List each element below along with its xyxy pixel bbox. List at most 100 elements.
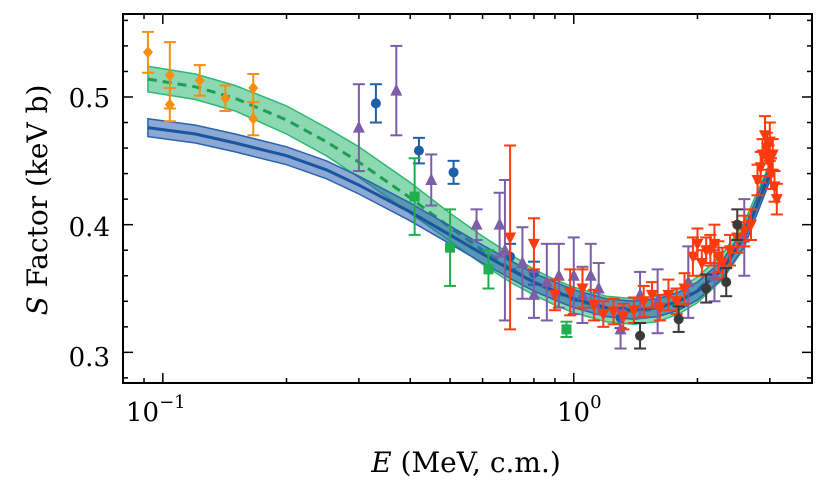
marker	[597, 309, 610, 322]
marker	[516, 255, 529, 268]
point-2-2	[425, 153, 438, 207]
point-4-8	[617, 302, 630, 331]
marker	[738, 226, 751, 239]
marker	[504, 232, 517, 245]
marker	[470, 217, 483, 230]
marker	[445, 242, 456, 253]
marker	[448, 167, 459, 178]
marker	[673, 314, 684, 325]
point-4-14	[670, 287, 683, 316]
point-3-2	[482, 249, 495, 290]
marker	[723, 245, 736, 258]
point-2-7	[527, 270, 540, 319]
point-4-10	[637, 284, 650, 318]
point-4-24	[723, 233, 736, 267]
point-4-26	[738, 214, 751, 248]
marker	[552, 268, 565, 281]
marker	[576, 283, 589, 296]
marker	[770, 194, 783, 207]
point-4-12	[653, 293, 666, 322]
band-0-fill	[147, 65, 771, 326]
marker	[409, 191, 420, 202]
data-points	[141, 30, 783, 350]
marker	[716, 257, 729, 270]
marker	[564, 287, 577, 300]
marker	[561, 324, 572, 335]
marker	[194, 74, 205, 87]
point-4-11	[645, 281, 658, 309]
marker	[527, 238, 540, 251]
plot-frame	[122, 13, 813, 384]
marker	[390, 83, 403, 96]
marker	[220, 92, 231, 105]
marker	[587, 300, 600, 313]
point-4-3	[564, 268, 577, 317]
marker	[745, 219, 758, 232]
point-4-4	[576, 268, 589, 309]
point-4-2	[548, 278, 561, 312]
point-4-7	[607, 297, 620, 326]
marker	[627, 305, 640, 318]
y-tick-label-1: 0.4	[69, 213, 110, 243]
marker	[637, 296, 650, 309]
point-0-3	[193, 64, 206, 97]
marker	[425, 172, 438, 185]
point-0-4	[219, 84, 232, 113]
marker	[248, 112, 259, 125]
marker	[164, 69, 175, 82]
marker	[635, 330, 646, 341]
marker	[645, 289, 658, 302]
point-4-1	[527, 217, 540, 271]
point-2-5	[498, 178, 511, 322]
point-4-13	[662, 278, 675, 312]
point-4-38	[770, 182, 783, 216]
marker	[493, 217, 506, 230]
point-2-1	[390, 44, 403, 137]
point-5-4	[731, 208, 744, 241]
marker	[142, 46, 153, 59]
marker	[370, 98, 381, 109]
marker	[670, 296, 683, 309]
point-2-0	[352, 83, 365, 173]
point-4-6	[597, 300, 610, 328]
marker	[540, 275, 553, 288]
marker	[662, 289, 675, 302]
marker	[413, 145, 424, 156]
point-2-9	[552, 242, 565, 309]
point-5-2	[700, 273, 713, 304]
point-2-3	[470, 208, 483, 241]
marker	[766, 149, 779, 162]
marker	[498, 243, 511, 256]
point-2-8	[540, 242, 553, 322]
marker	[483, 264, 494, 275]
point-1-2	[447, 159, 460, 185]
point-3-1	[444, 208, 457, 287]
marker	[653, 302, 666, 315]
point-5-3	[720, 267, 733, 298]
marker	[686, 251, 699, 264]
point-4-5	[587, 288, 600, 322]
point-5-1	[672, 305, 685, 333]
marker	[164, 98, 175, 111]
point-3-0	[408, 157, 421, 236]
marker	[248, 82, 259, 95]
x-axis-label: E (MeV, c.m.)	[370, 446, 561, 479]
point-1-0	[369, 83, 382, 124]
point-4-27	[745, 208, 758, 241]
marker	[754, 162, 767, 175]
point-3-3	[560, 320, 573, 339]
y-tick-label-0: 0.3	[69, 343, 110, 373]
marker	[678, 283, 691, 296]
point-4-36	[766, 138, 779, 171]
point-2-6	[516, 226, 529, 300]
y-tick-label-2: 0.5	[69, 84, 110, 114]
x-tick-label-1: 100	[557, 392, 602, 428]
marker	[584, 268, 597, 281]
marker	[527, 287, 540, 300]
point-0-6	[247, 101, 260, 137]
marker	[732, 219, 743, 230]
marker	[721, 277, 732, 288]
y-axis-label: S Factor (keV b)	[21, 85, 54, 316]
marker	[617, 311, 630, 324]
